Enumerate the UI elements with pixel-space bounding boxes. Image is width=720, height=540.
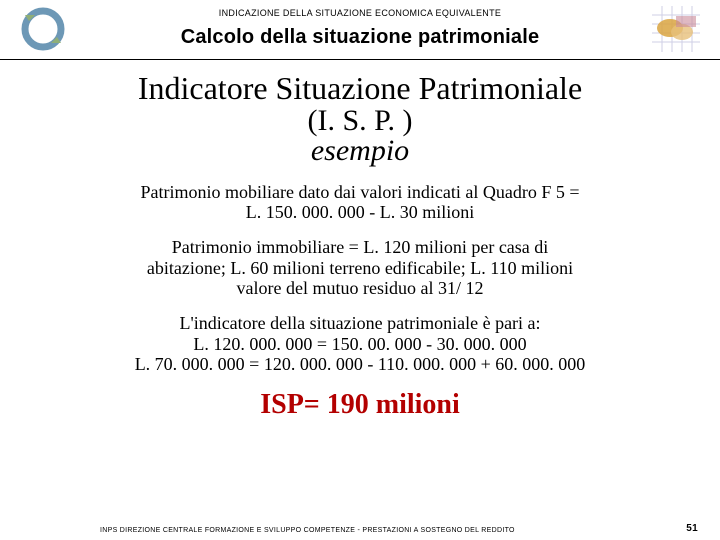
result-isp: ISP= 190 milioni (40, 389, 680, 421)
p2-line3: valore del mutuo residuo al 31/ 12 (237, 278, 484, 298)
example-label: esempio (40, 136, 680, 166)
header-supertitle: INDICAZIONE DELLA SITUAZIONE ECONOMICA E… (0, 0, 720, 18)
main-title-line2: (I. S. P. ) (40, 106, 680, 136)
paragraph-immobiliare: Patrimonio immobiliare = L. 120 milioni … (40, 237, 680, 299)
slide-header: INDICAZIONE DELLA SITUAZIONE ECONOMICA E… (0, 0, 720, 60)
page-number: 51 (686, 523, 698, 534)
slide-content: Indicatore Situazione Patrimoniale (I. S… (0, 60, 720, 421)
p3-line2: L. 120. 000. 000 = 150. 00. 000 - 30. 00… (193, 334, 526, 354)
paragraph-indicatore: L'indicatore della situazione patrimonia… (40, 313, 680, 375)
p3-line1: L'indicatore della situazione patrimonia… (179, 313, 540, 333)
p3-line3: L. 70. 000. 000 = 120. 000. 000 - 110. 0… (135, 354, 586, 374)
money-grid-icon (652, 6, 700, 52)
header-title: Calcolo della situazione patrimoniale (0, 26, 720, 49)
p1-line1: Patrimonio mobiliare dato dai valori ind… (140, 182, 579, 202)
p2-line1: Patrimonio immobiliare = L. 120 milioni … (172, 237, 549, 257)
paragraph-mobiliare: Patrimonio mobiliare dato dai valori ind… (40, 182, 680, 223)
footer-text: INPS DIREZIONE CENTRALE FORMAZIONE E SVI… (100, 527, 515, 534)
main-title-line1: Indicatore Situazione Patrimoniale (40, 72, 680, 106)
p2-line2: abitazione; L. 60 milioni terreno edific… (147, 258, 573, 278)
p1-line2: L. 150. 000. 000 - L. 30 milioni (246, 202, 475, 222)
recycle-logo (20, 6, 66, 52)
